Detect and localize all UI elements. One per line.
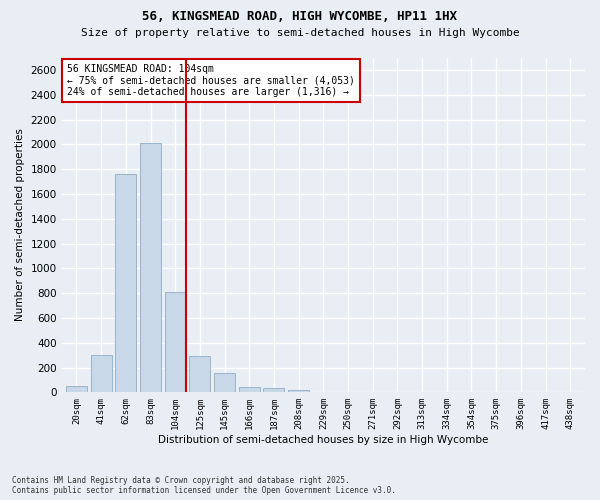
Bar — [115, 174, 136, 392]
Text: Size of property relative to semi-detached houses in High Wycombe: Size of property relative to semi-detach… — [80, 28, 520, 38]
Text: 56, KINGSMEAD ROAD, HIGH WYCOMBE, HP11 1HX: 56, KINGSMEAD ROAD, HIGH WYCOMBE, HP11 1… — [143, 10, 458, 23]
Bar — [239, 388, 260, 392]
Bar — [263, 388, 284, 392]
Bar — [288, 390, 309, 392]
Bar — [214, 373, 235, 392]
Bar — [165, 292, 186, 392]
Bar — [66, 386, 87, 392]
Bar — [91, 355, 112, 393]
X-axis label: Distribution of semi-detached houses by size in High Wycombe: Distribution of semi-detached houses by … — [158, 435, 488, 445]
Y-axis label: Number of semi-detached properties: Number of semi-detached properties — [15, 128, 25, 322]
Bar — [190, 356, 211, 392]
Text: Contains HM Land Registry data © Crown copyright and database right 2025.
Contai: Contains HM Land Registry data © Crown c… — [12, 476, 396, 495]
Text: 56 KINGSMEAD ROAD: 104sqm
← 75% of semi-detached houses are smaller (4,053)
24% : 56 KINGSMEAD ROAD: 104sqm ← 75% of semi-… — [67, 64, 355, 98]
Bar — [140, 143, 161, 392]
